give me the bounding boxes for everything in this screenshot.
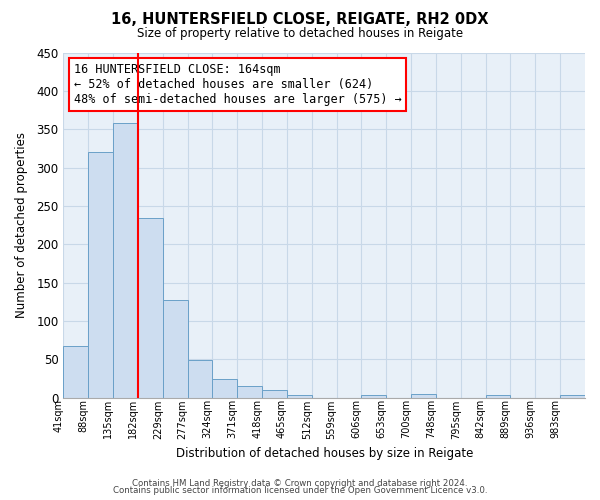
Bar	[411, 394, 436, 398]
Bar	[113, 123, 138, 398]
Bar	[237, 386, 262, 398]
Text: Size of property relative to detached houses in Reigate: Size of property relative to detached ho…	[137, 28, 463, 40]
Bar	[485, 396, 511, 398]
Text: Contains HM Land Registry data © Crown copyright and database right 2024.: Contains HM Land Registry data © Crown c…	[132, 478, 468, 488]
Bar	[188, 360, 212, 398]
Bar	[212, 378, 237, 398]
Bar	[138, 218, 163, 398]
Y-axis label: Number of detached properties: Number of detached properties	[15, 132, 28, 318]
Bar	[262, 390, 287, 398]
Bar	[88, 152, 113, 398]
Bar	[163, 300, 188, 398]
Bar	[64, 346, 88, 398]
Text: Contains public sector information licensed under the Open Government Licence v3: Contains public sector information licen…	[113, 486, 487, 495]
Text: 16, HUNTERSFIELD CLOSE, REIGATE, RH2 0DX: 16, HUNTERSFIELD CLOSE, REIGATE, RH2 0DX	[111, 12, 489, 28]
Bar	[287, 396, 312, 398]
Bar	[361, 396, 386, 398]
Bar	[560, 396, 585, 398]
Text: 16 HUNTERSFIELD CLOSE: 164sqm
← 52% of detached houses are smaller (624)
48% of : 16 HUNTERSFIELD CLOSE: 164sqm ← 52% of d…	[74, 63, 401, 106]
X-axis label: Distribution of detached houses by size in Reigate: Distribution of detached houses by size …	[176, 447, 473, 460]
